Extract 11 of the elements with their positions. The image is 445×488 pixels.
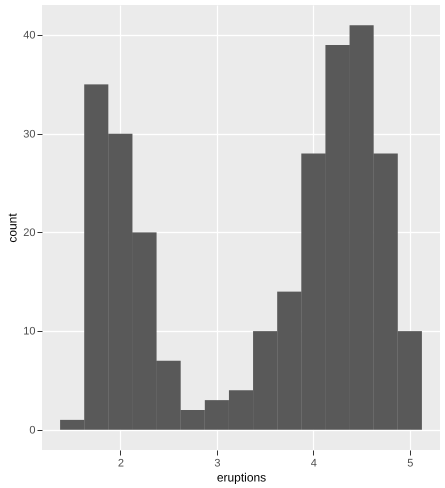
x-tick-label: 2 [118,458,124,470]
y-tick-label: 0 [29,424,36,436]
x-tick-label: 3 [214,458,220,470]
y-tick-label: 10 [23,326,36,338]
x-axis-title: eruptions [216,470,266,484]
x-tick-label: 4 [310,458,317,470]
y-axis-title: count [5,212,20,243]
y-tick-label: 20 [23,226,36,239]
x-tick-label: 5 [407,458,414,470]
y-tick-label: 30 [23,128,36,140]
y-tick-label: 40 [23,30,36,42]
